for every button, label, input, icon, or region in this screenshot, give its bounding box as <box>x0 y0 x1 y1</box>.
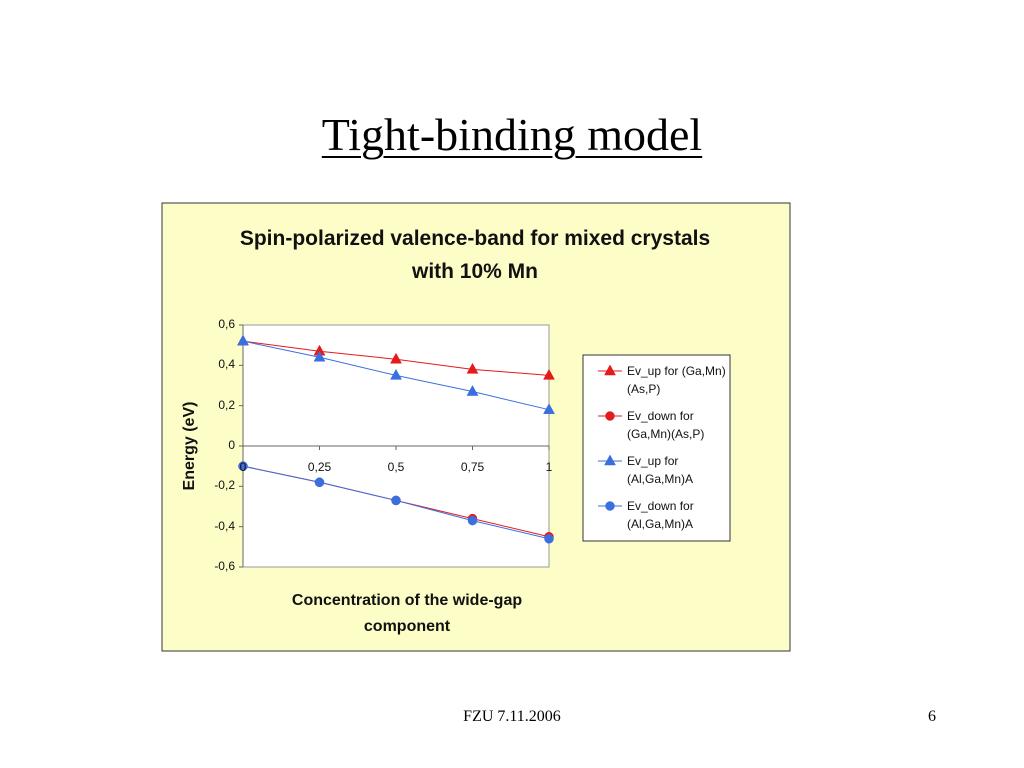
page-number: 6 <box>928 708 936 725</box>
marker <box>391 495 401 506</box>
marker <box>466 362 479 374</box>
marker <box>467 515 478 526</box>
chart-title: Spin-polarized valence-band for mixed cr… <box>239 227 711 283</box>
marker <box>390 368 402 380</box>
y-tick-label: 0,4 <box>218 357 235 372</box>
slide-title: Tight-binding model <box>321 109 703 160</box>
y-tick-label: 0 <box>228 438 235 452</box>
footer: FZU 7.11.2006 <box>463 708 561 725</box>
marker <box>314 477 325 488</box>
x-tick-label: 0,75 <box>460 460 485 474</box>
y-tick-label: -0,6 <box>214 559 235 573</box>
marker <box>313 350 326 362</box>
marker <box>605 411 615 421</box>
y-tick-label: 0,2 <box>218 397 235 412</box>
marker <box>604 454 616 466</box>
marker <box>543 403 555 414</box>
x-axis-label: Concentration of the wide-gap component <box>291 592 523 635</box>
y-tick-label: -0,4 <box>214 518 235 533</box>
x-tick-label: 0,25 <box>307 460 332 474</box>
x-tick-label: 0,5 <box>387 460 405 474</box>
legend-label: Ev_up for (Ga,Mn)(As,P) <box>627 364 726 396</box>
x-tick-label: 0 <box>239 460 247 474</box>
marker <box>543 368 555 380</box>
x-tick-label: 1 <box>545 460 553 474</box>
legend-label: Ev_up for (Al,Ga,Mn)A <box>627 454 694 486</box>
legend-label: Ev_down for (Al,Ga,Mn)A <box>627 499 694 531</box>
marker <box>544 534 554 544</box>
y-tick-label: -0,2 <box>214 478 235 493</box>
marker <box>466 385 479 396</box>
marker <box>238 461 248 471</box>
marker <box>390 352 402 364</box>
legend-label: Ev_down for (Ga,Mn)(As,P) <box>627 409 705 441</box>
marker <box>605 501 615 511</box>
y-tick-label: 0,6 <box>218 317 235 331</box>
marker <box>604 364 616 376</box>
marker <box>237 334 249 346</box>
